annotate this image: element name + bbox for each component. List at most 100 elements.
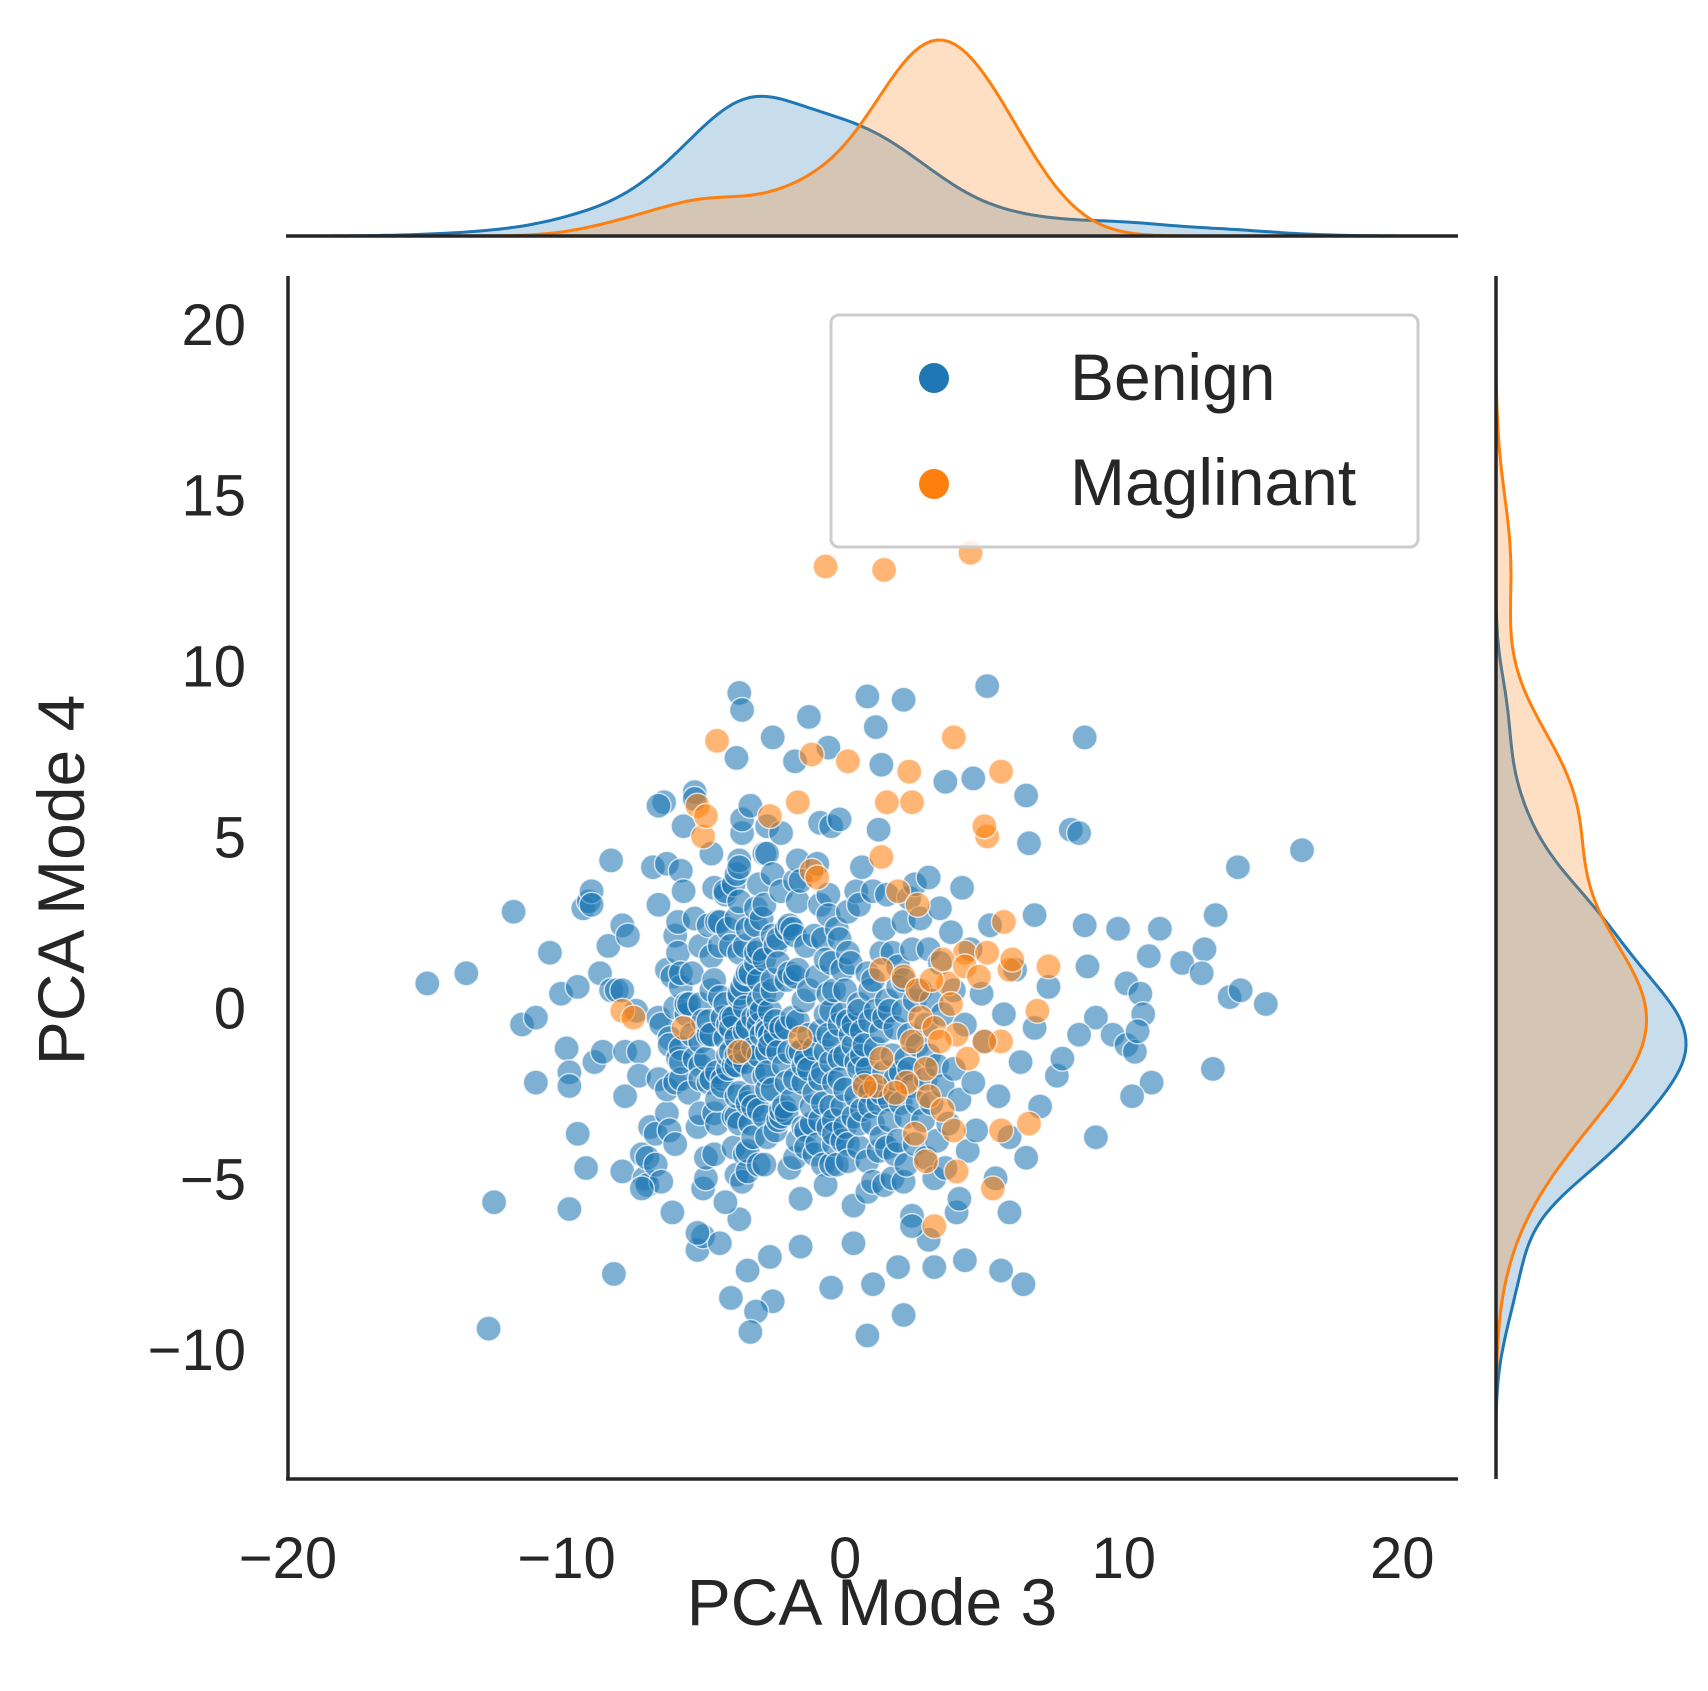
top-kde-benign [288,94,1458,238]
point-maglinant [987,758,1015,785]
point-maglinant [703,727,731,755]
point-benign [614,922,642,949]
x-tick-label: 0 [829,1526,861,1591]
x-tick-label: 20 [1370,1526,1435,1591]
point-maglinant [999,946,1026,973]
scatter-points [414,539,1316,1349]
point-maglinant [954,1045,981,1072]
point-maglinant [670,1014,697,1042]
point-benign [787,1185,814,1213]
point-maglinant [912,1055,940,1083]
point-benign [1146,915,1174,943]
point-benign [973,672,1001,700]
legend-label-benign: Benign [1070,340,1276,414]
point-benign [1227,977,1254,1004]
point-benign [670,877,697,905]
point-benign [751,1151,778,1178]
point-benign [480,1188,508,1216]
point-maglinant [870,556,898,584]
x-tick-labels: −20 −10 0 10 20 [239,1526,1435,1591]
point-benign [564,973,591,1001]
point-benign [1082,1123,1110,1151]
point-benign [951,1247,979,1274]
point-benign [556,1072,583,1100]
point-maglinant [898,1028,926,1055]
point-benign [890,1301,917,1329]
point-benign [589,1038,617,1066]
y-tick-label: −5 [180,1147,246,1212]
point-maglinant [868,1045,895,1072]
point-maglinant [884,877,912,905]
point-benign [759,724,786,751]
point-benign [717,1284,745,1312]
point-benign [600,1260,628,1288]
point-benign [960,1069,987,1096]
point-benign [572,1154,600,1182]
point-benign [712,1188,739,1216]
point-maglinant [873,789,901,816]
legend: Benign Maglinant [829,313,1420,549]
point-maglinant [784,789,812,816]
point-maglinant [868,843,895,871]
point-benign [536,939,564,966]
point-benign [1191,936,1218,963]
point-benign [625,1038,653,1066]
point-benign [522,1069,550,1096]
point-benign [1199,1055,1227,1083]
point-maglinant [692,802,720,830]
point-benign [890,686,917,714]
y-axis-label: PCA Mode 4 [24,695,98,1066]
point-benign [1021,901,1048,929]
point-benign [661,1130,689,1158]
point-benign [597,847,625,874]
point-benign [915,864,942,891]
y-tick-label: 0 [214,976,246,1041]
point-benign [1065,1021,1093,1048]
y-tick-label: 5 [214,805,246,870]
point-benign [706,1229,734,1257]
point-benign [787,1233,814,1260]
point-benign [756,1243,784,1271]
point-benign [475,1315,502,1342]
point-benign [1015,830,1043,857]
point-maglinant [971,812,998,840]
legend-marker-benign [919,363,949,393]
point-benign [795,703,823,731]
point-benign [1118,1082,1146,1110]
point-benign [726,1206,753,1233]
y-tick-label: 15 [181,464,246,529]
point-benign [990,1000,1018,1028]
point-benign [645,792,672,819]
point-maglinant [990,908,1018,936]
point-maglinant [812,553,839,580]
y-tick-labels: −10 −5 0 5 10 15 20 [148,293,246,1383]
point-benign [414,970,441,997]
point-maglinant [882,1079,909,1107]
point-benign [678,959,706,987]
point-maglinant [804,864,831,891]
point-maglinant [620,1004,647,1031]
point-benign [862,713,890,741]
x-axis-label: PCA Mode 3 [687,1565,1058,1639]
point-benign [1010,1270,1037,1298]
point-benign [826,806,853,833]
legend-label-maglinant: Maglinant [1070,445,1356,519]
point-benign [962,1117,990,1144]
point-maglinant [834,748,862,775]
point-benign [684,1219,711,1247]
point-benign [865,816,892,843]
point-benign [859,1270,887,1298]
x-tick-label: −20 [239,1526,337,1591]
point-maglinant [898,789,926,816]
point-benign [1065,819,1093,847]
point-benign [946,1185,973,1213]
point-maglinant [1024,997,1051,1025]
point-benign [556,1195,583,1223]
point-benign [854,1322,881,1349]
point-maglinant [787,1024,814,1052]
point-benign [1288,836,1316,864]
y-tick-label: 10 [181,635,246,700]
point-benign [611,1082,639,1110]
